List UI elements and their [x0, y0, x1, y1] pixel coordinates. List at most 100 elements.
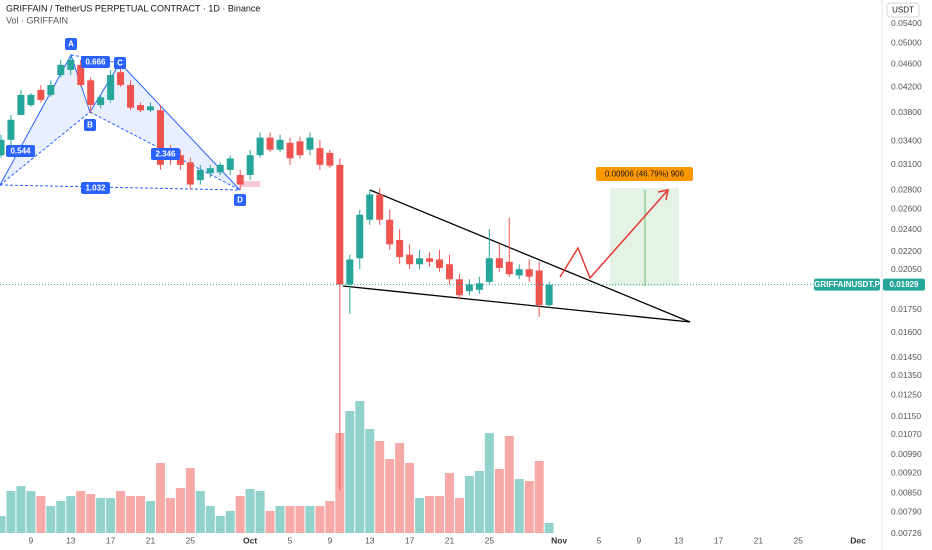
volume-bar [435, 496, 445, 533]
x-tick-label: 13 [365, 535, 375, 545]
ratio-box [81, 182, 110, 194]
candle-body [326, 152, 334, 166]
arrow-head [657, 189, 669, 201]
volume-bar [185, 468, 195, 533]
candle-body [236, 174, 244, 185]
y-tick-label: 0.01250 [891, 390, 922, 400]
y-tick-label: 0.05000 [891, 37, 922, 47]
volume-bar [106, 498, 116, 533]
ratio-box [151, 148, 180, 160]
candle-body [107, 75, 115, 100]
currency-box [886, 2, 920, 18]
y-tick-label: 0.02200 [891, 246, 922, 256]
candle-body [396, 239, 404, 258]
point-box [114, 57, 126, 69]
candle-body [346, 259, 354, 285]
ratio-label: 0.544 [10, 147, 31, 156]
candles [0, 55, 553, 490]
x-tick-label: 21 [754, 535, 764, 545]
volume-bar [126, 496, 136, 533]
volume-bar [454, 498, 464, 533]
x-tick-label: 25 [186, 535, 196, 545]
x-tick-label: 17 [106, 535, 116, 545]
volume-bar [405, 463, 415, 533]
y-tick-label: 0.02050 [891, 264, 922, 274]
volume-bar [355, 401, 365, 533]
candle-body [386, 219, 394, 245]
candle-body [156, 110, 164, 165]
x-tick-label: 17 [405, 535, 415, 545]
y-tick-label: 0.00790 [891, 506, 922, 516]
volume-bar [215, 516, 225, 533]
volume-bar [56, 501, 66, 533]
candle-body [206, 168, 214, 174]
candle-body [535, 270, 543, 306]
candle-body [137, 105, 145, 111]
candle-body [266, 137, 274, 150]
volume-bar [514, 479, 524, 533]
volume-bar [474, 471, 484, 533]
point-label: A [68, 40, 74, 49]
volume-bar [265, 511, 275, 533]
ratio-label: 1.032 [85, 184, 106, 193]
y-tick-label: 0.05400 [891, 18, 922, 28]
x-tick-label: 25 [794, 535, 804, 545]
ratio-box [6, 145, 35, 157]
x-tick-label: 13 [66, 535, 76, 545]
volume-bar [494, 469, 504, 533]
candle-body [27, 94, 35, 106]
candle-body [545, 284, 553, 306]
candle-body [296, 141, 304, 156]
y-tick-label: 0.01450 [891, 352, 922, 362]
candle-body [336, 164, 344, 285]
candle-body [485, 258, 493, 282]
trend-line [369, 189, 691, 323]
volume-bar [345, 411, 355, 533]
price-label: 0.01929 [890, 280, 919, 289]
volume-bar [136, 496, 146, 533]
volume-bar [116, 491, 126, 533]
volume-bar [0, 516, 6, 533]
symbol-label: GRIFFAINUSDT.P [814, 280, 880, 289]
candle-body [226, 158, 234, 170]
projection-arrow [559, 189, 669, 280]
marker [240, 181, 260, 187]
trend-line [342, 285, 691, 323]
candle-body [316, 148, 324, 165]
y-tick-label: 0.01600 [891, 327, 922, 337]
volume-bar [245, 489, 255, 533]
candle-body [47, 85, 55, 95]
candle-body [426, 258, 434, 262]
volume-bar [165, 498, 175, 533]
candle-body [465, 284, 473, 292]
y-tick-label: 0.01150 [891, 411, 921, 421]
candle-body [515, 269, 523, 276]
x-tick-label: 9 [29, 535, 34, 545]
volume-bar [76, 491, 86, 533]
volume-bar [305, 506, 315, 533]
volume-bar [145, 501, 155, 533]
price-label-box [883, 278, 925, 291]
volume-bar [295, 506, 305, 533]
pattern-labels: A B C D 0.666 0.544 2.346 1.032 0.00906 … [6, 38, 693, 206]
candle-body [117, 72, 125, 86]
candle-body [505, 261, 513, 275]
volume-bar [46, 506, 56, 533]
candle-body [17, 94, 25, 116]
volume-bar [195, 491, 205, 533]
x-tick-label: 9 [636, 535, 641, 545]
volume-bar [325, 501, 335, 533]
point-label: C [117, 59, 123, 68]
candle-body [256, 137, 264, 156]
candle-body [286, 142, 294, 159]
candle-body [306, 137, 314, 150]
pattern-line [0, 111, 91, 186]
ratio-label: 0.666 [85, 58, 106, 67]
candle-body [67, 59, 75, 70]
pattern-line [0, 184, 241, 191]
x-tick-label: 5 [288, 535, 293, 545]
position-label: 0.00906 (46.79%) 906 [605, 170, 685, 179]
x-tick-label: 5 [597, 535, 602, 545]
volume-bar [504, 436, 514, 533]
volume-bar [96, 498, 106, 533]
